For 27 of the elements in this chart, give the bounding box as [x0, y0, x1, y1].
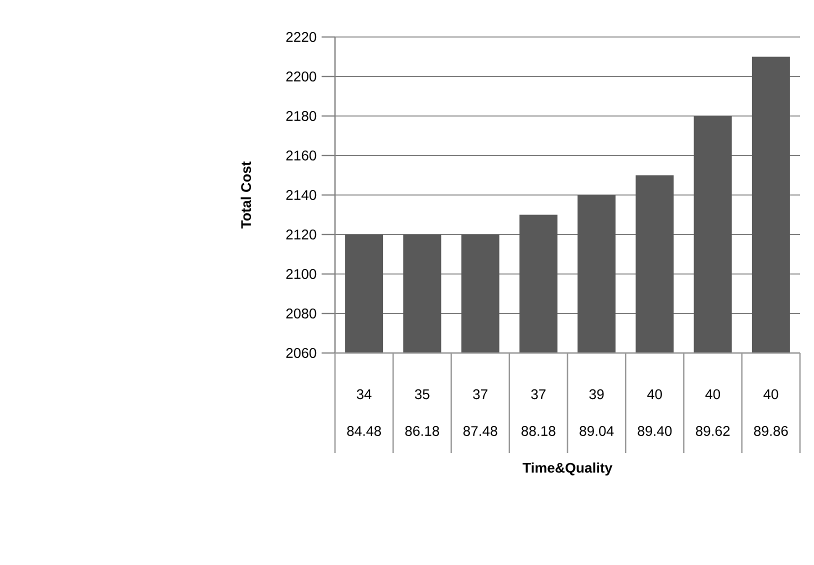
x-tick-label: 39	[589, 389, 604, 400]
x-tick-label: 34	[356, 389, 372, 400]
y-tick-label: 2160	[286, 150, 316, 160]
text: 88.18	[522, 426, 556, 436]
y-tick-label: 2220	[286, 32, 316, 42]
text: 89.62	[696, 426, 730, 436]
y-tick-label: 2200	[286, 72, 316, 82]
x-tick-label: 35	[414, 389, 430, 400]
x-tick-label: 37	[473, 389, 488, 400]
y-tick-label: 2060	[286, 348, 316, 358]
x-tick-label: 40	[647, 389, 662, 400]
x-tick-label: 40	[763, 389, 778, 400]
y-tick-label: 2140	[286, 190, 316, 200]
text: 89.40	[638, 426, 672, 436]
y-tick-label: 2120	[286, 230, 316, 240]
text: 86.18	[405, 426, 440, 436]
x-tick-label: 37	[531, 389, 546, 400]
y-tick-label: 2180	[286, 111, 316, 121]
y-tick-label: 2080	[286, 308, 316, 318]
text: 89.04	[580, 426, 614, 436]
y-axis-title: Total Cost	[240, 161, 252, 229]
text: 87.48	[463, 426, 498, 436]
text: 89.86	[754, 426, 788, 436]
x-axis-title: Time&Quality	[522, 462, 612, 476]
text: 84.48	[347, 426, 381, 436]
x-tick-label: 40	[705, 389, 720, 400]
y-tick-label: 2100	[286, 269, 316, 279]
